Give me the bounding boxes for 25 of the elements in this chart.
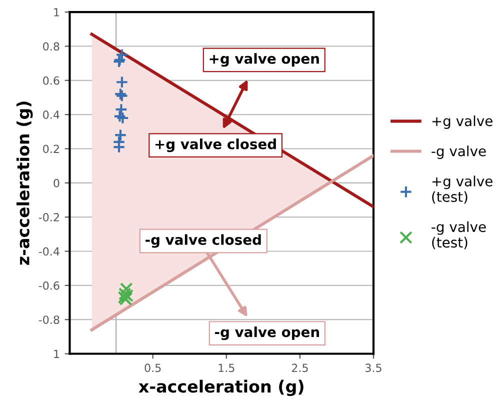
- y-tick-label: 0.4: [43, 110, 60, 119]
- y-tick-label: -0.8: [38, 316, 60, 324]
- legend-label: -g valve: [432, 146, 486, 160]
- annotation: +g valve closed: [155, 138, 276, 152]
- legend-label: -g valve (test): [432, 221, 486, 250]
- x-tick-label: 3.5: [366, 364, 382, 372]
- x-tick-label: 2.5: [292, 364, 308, 372]
- legend-label: +g valve (test): [432, 176, 492, 204]
- y-tick-label: -0.4: [38, 247, 60, 256]
- x-tick-label: 0.5: [144, 364, 161, 372]
- y-tick-label: 0.6: [43, 76, 60, 85]
- annotation: -g valve closed: [146, 234, 261, 248]
- y-tick-label: -0.2: [38, 213, 59, 222]
- y-tick-label: 1: [54, 8, 59, 16]
- y-tick-label: 1: [54, 350, 59, 358]
- annotation: +g valve open: [210, 53, 319, 67]
- y-tick-label: 0.8: [43, 42, 60, 51]
- y-tick-label: -0.6: [38, 281, 60, 290]
- legend-label: +g valve: [432, 115, 492, 129]
- x-tick-label: 1.5: [218, 364, 234, 372]
- annotation: -g valve open: [215, 326, 320, 340]
- y-axis-title: z-acceleration (g): [16, 102, 33, 265]
- y-tick-label: 0: [54, 178, 60, 188]
- y-tick-label: 0.2: [43, 144, 59, 154]
- x-axis-title: x-acceleration (g): [138, 380, 304, 396]
